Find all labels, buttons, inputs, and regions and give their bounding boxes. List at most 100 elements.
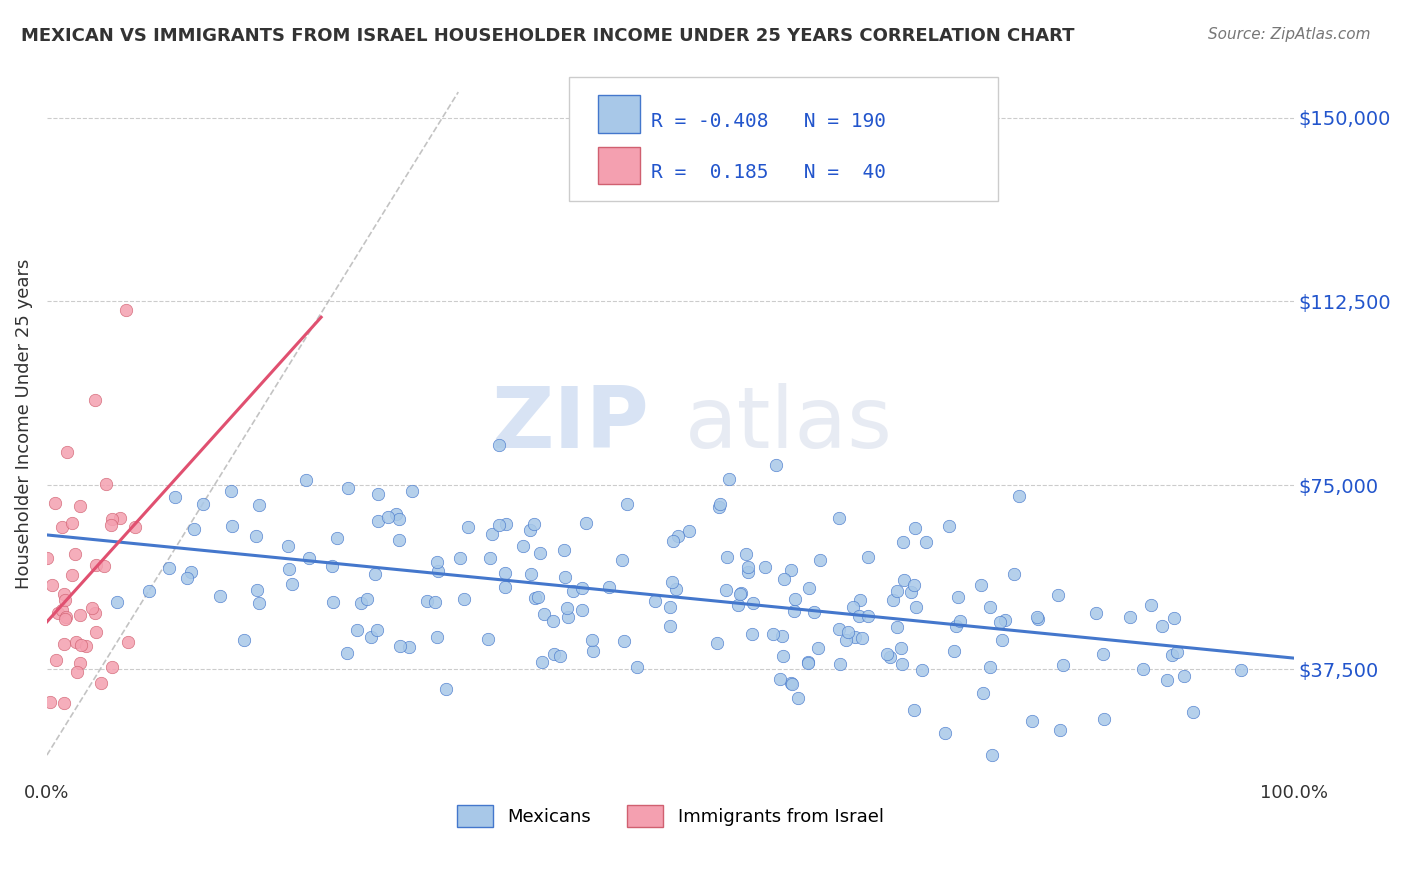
Point <box>659 619 682 633</box>
Point <box>524 591 547 606</box>
Point <box>1163 611 1185 625</box>
Point <box>555 600 578 615</box>
Point <box>426 630 449 644</box>
Point <box>321 559 343 574</box>
Point <box>453 591 475 606</box>
Point <box>1166 644 1188 658</box>
Point <box>571 602 593 616</box>
Point <box>890 641 912 656</box>
Point <box>416 593 439 607</box>
Point <box>101 660 124 674</box>
Point <box>882 593 904 607</box>
Point <box>364 567 387 582</box>
Point <box>1026 612 1049 626</box>
Point <box>548 649 571 664</box>
Point <box>762 627 785 641</box>
Point <box>903 703 925 717</box>
Point <box>93 558 115 573</box>
Point <box>610 553 633 567</box>
Point <box>384 507 406 521</box>
Point <box>423 595 446 609</box>
Point <box>988 615 1011 629</box>
Point <box>1140 599 1163 613</box>
Point <box>105 595 128 609</box>
Point <box>666 528 689 542</box>
Point <box>38 695 60 709</box>
Point <box>488 438 510 452</box>
Point <box>718 472 741 486</box>
Point <box>893 573 915 587</box>
Point <box>427 564 450 578</box>
Point <box>910 663 932 677</box>
Point <box>1230 663 1253 677</box>
Point <box>75 639 97 653</box>
Point <box>349 596 371 610</box>
Point <box>366 623 388 637</box>
Point <box>904 520 927 534</box>
Point <box>972 686 994 700</box>
Point <box>481 526 503 541</box>
Point <box>69 657 91 671</box>
Point <box>737 565 759 579</box>
Text: atlas: atlas <box>685 383 893 466</box>
Point <box>979 599 1001 614</box>
Point <box>1161 648 1184 662</box>
Point <box>1026 609 1049 624</box>
Point <box>661 574 683 589</box>
Point <box>779 563 801 577</box>
Point <box>494 566 516 580</box>
Point <box>346 623 368 637</box>
Point <box>245 529 267 543</box>
Point <box>808 553 831 567</box>
Point <box>55 445 77 459</box>
Point <box>541 614 564 628</box>
Point <box>221 519 243 533</box>
Point <box>848 608 870 623</box>
Point <box>84 624 107 639</box>
Point <box>69 499 91 513</box>
Point <box>787 690 810 705</box>
Point <box>426 555 449 569</box>
Point <box>754 560 776 574</box>
Point <box>990 632 1012 647</box>
Point <box>84 558 107 572</box>
Point <box>1132 662 1154 676</box>
Point <box>45 653 67 667</box>
Point <box>519 523 541 537</box>
Point <box>772 649 794 664</box>
Point <box>1049 723 1071 738</box>
Point <box>837 625 859 640</box>
Point <box>398 640 420 654</box>
Point <box>233 632 256 647</box>
Point <box>37 550 59 565</box>
Point <box>219 484 242 499</box>
Point <box>851 631 873 645</box>
Point <box>979 659 1001 673</box>
Point <box>785 591 807 606</box>
Point <box>1182 705 1205 719</box>
Point <box>886 583 908 598</box>
Point <box>1084 606 1107 620</box>
Point <box>60 516 83 531</box>
Point <box>1092 712 1115 726</box>
Point <box>53 697 76 711</box>
Point <box>1008 489 1031 503</box>
Point <box>165 491 187 505</box>
Point <box>1156 673 1178 687</box>
Point <box>575 516 598 530</box>
Point <box>191 497 214 511</box>
Point <box>44 496 66 510</box>
Point <box>100 511 122 525</box>
Point <box>51 520 73 534</box>
Point <box>69 608 91 623</box>
Point <box>55 593 77 607</box>
Point <box>100 517 122 532</box>
Point <box>82 601 104 615</box>
Point <box>780 676 803 690</box>
Point <box>367 515 389 529</box>
Point <box>949 614 972 628</box>
Point <box>571 582 593 596</box>
Point <box>616 497 638 511</box>
Point <box>55 610 77 624</box>
Point <box>157 561 180 575</box>
